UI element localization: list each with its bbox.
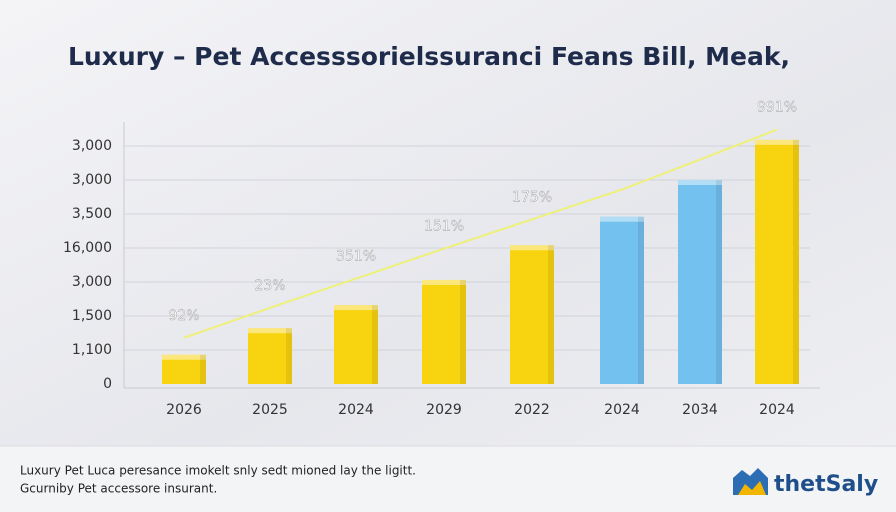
x-tick-label: 2024 (604, 402, 640, 418)
footer-line: Luxury Pet Luca peresance imokelt snly s… (20, 464, 416, 478)
bar-top (248, 328, 292, 334)
y-tick-label: 1,500 (72, 308, 112, 324)
bar-shade (548, 245, 554, 384)
bar (422, 279, 466, 384)
y-tick-label: 16,000 (63, 240, 112, 256)
y-tick-label: 0 (103, 376, 112, 392)
bar-shade (372, 305, 378, 384)
bar-shade (200, 354, 206, 384)
bar (248, 328, 292, 384)
bar (678, 180, 722, 384)
x-tick-label: 2024 (338, 402, 374, 418)
bar (162, 354, 206, 384)
bar (600, 216, 644, 384)
annotation: 151% (424, 219, 464, 235)
annotation: 175% (512, 189, 552, 205)
bar-shade (638, 216, 644, 384)
bar-top (334, 305, 378, 311)
bar-shade (460, 279, 466, 384)
annotation: 351% (336, 249, 376, 265)
bar-top (678, 180, 722, 185)
bar-top (755, 139, 799, 145)
annotation: 991% (757, 100, 797, 116)
y-tick-label: 1,100 (72, 342, 112, 358)
y-tick-label: 3,000 (72, 172, 112, 188)
brand-logo (733, 468, 768, 495)
x-tick-label: 2034 (682, 402, 718, 418)
y-tick-label: 3,500 (72, 206, 112, 222)
y-tick-label: 3,000 (72, 138, 112, 154)
bar-top (600, 216, 644, 222)
x-tick-label: 2022 (514, 402, 550, 418)
x-tick-label: 2026 (166, 402, 202, 418)
footer-line: Gcurniby Pet accessore insurant. (20, 482, 217, 496)
x-tick-label: 2029 (426, 402, 462, 418)
chart-title: Luxury – Pet Accesssorielssuranci Feans … (68, 42, 790, 71)
bar-shade (716, 180, 722, 384)
bar (334, 305, 378, 384)
trend-line (183, 128, 778, 339)
annotation: 92% (168, 308, 199, 324)
bar-shade (286, 328, 292, 384)
bar (755, 139, 799, 384)
annotation: 23% (254, 278, 285, 294)
bar-top (162, 354, 206, 360)
x-tick-label: 2024 (759, 402, 795, 418)
x-tick-label: 2025 (252, 402, 288, 418)
y-tick-label: 3,000 (72, 274, 112, 290)
brand-name: thetSaly (774, 472, 878, 497)
bar-top (422, 279, 466, 285)
bar-top (510, 245, 554, 251)
bar (510, 245, 554, 384)
bar-shade (793, 139, 799, 384)
